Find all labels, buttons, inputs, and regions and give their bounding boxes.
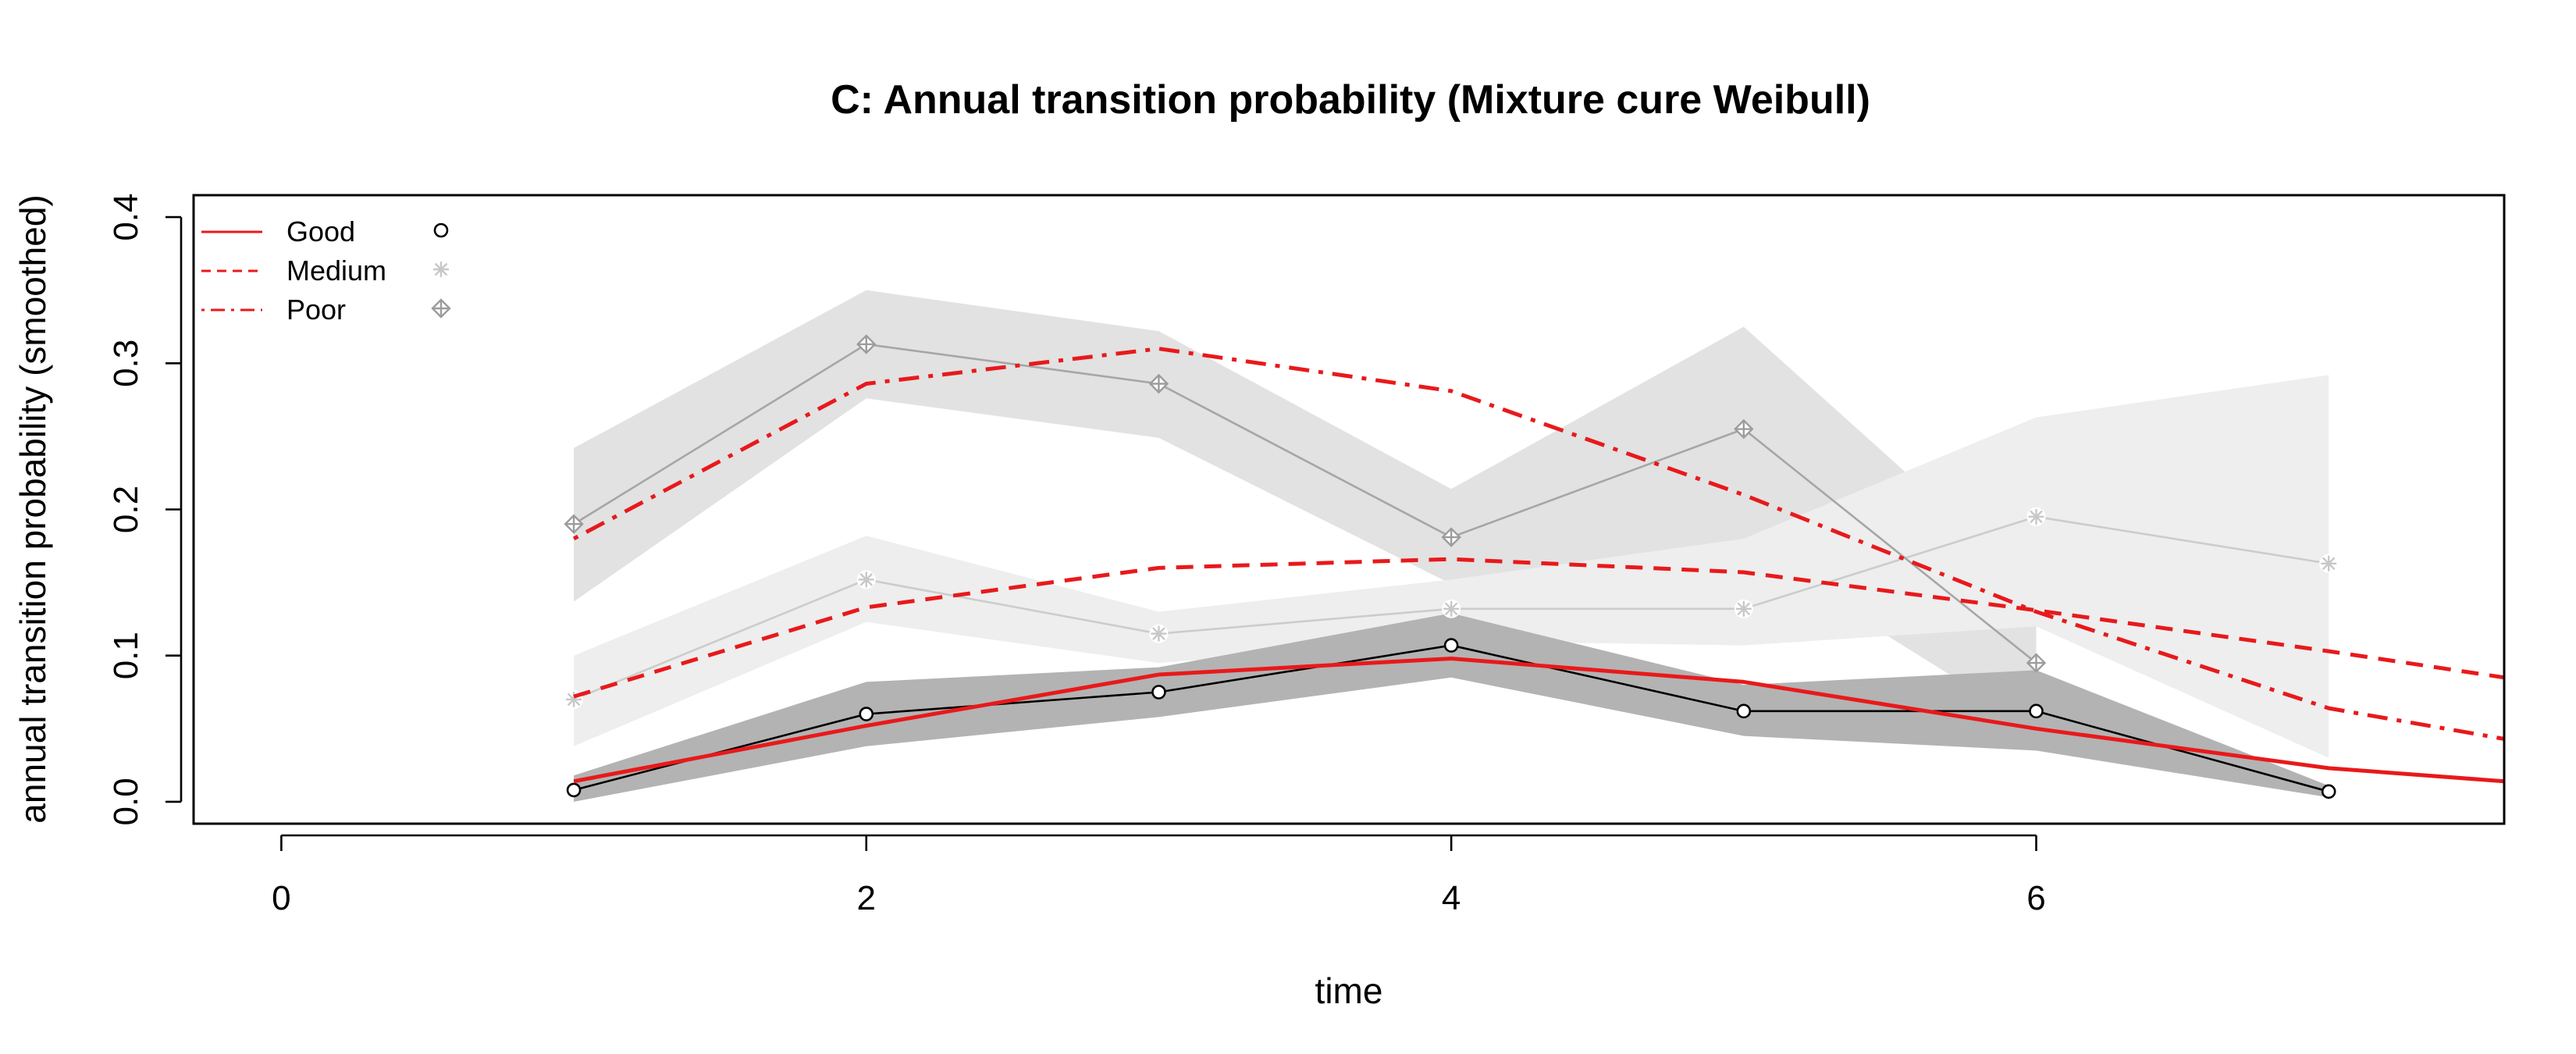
legend-item-good: Good	[201, 215, 449, 247]
plot-frame	[192, 194, 2506, 825]
legend-marker-medium	[432, 260, 450, 279]
y-tick-label: 0.4	[107, 193, 145, 240]
observed-point-medium	[1149, 624, 1169, 643]
observed-point-poor	[2026, 653, 2047, 673]
observed-line-poor	[573, 343, 2037, 664]
y-tick-label: 0.1	[107, 632, 145, 679]
observed-point-good	[1151, 685, 1166, 700]
observed-point-medium	[856, 570, 876, 589]
observed-point-medium	[1442, 599, 1461, 618]
x-tick-label: 4	[1442, 879, 1461, 917]
legend-marker-poor	[431, 298, 451, 319]
observed-point-good	[859, 707, 874, 721]
observed-point-poor	[1148, 373, 1169, 394]
fitted-curve-medium	[573, 557, 2504, 699]
observed-point-good	[1736, 703, 1752, 719]
legend-item-medium: Medium	[201, 255, 450, 287]
legend-label-medium: Medium	[286, 255, 386, 287]
ci-band-medium	[574, 375, 2329, 758]
x-tick-label: 6	[2026, 879, 2045, 917]
legend-label-good: Good	[286, 215, 355, 247]
chart-title: C: Annual transition probability (Mixtur…	[831, 77, 1870, 123]
legend-marker-good	[433, 223, 449, 238]
y-axis: 0.0 0.1 0.2 0.3 0.4	[107, 193, 183, 826]
x-axis: 0 2 4 6	[272, 834, 2046, 917]
observed-point-medium	[2319, 554, 2339, 573]
plot-layer	[564, 290, 2504, 802]
y-axis-label: annual transition probability (smoothed)	[12, 194, 53, 823]
y-tick-label: 0.0	[107, 778, 145, 825]
y-tick-label: 0.3	[107, 340, 145, 387]
observed-point-good	[2029, 703, 2044, 719]
legend-label-poor: Poor	[286, 294, 346, 326]
legend-item-poor: Poor	[201, 294, 451, 326]
observed-point-medium	[1734, 599, 1753, 618]
observed-point-medium	[2026, 507, 2046, 526]
x-axis-label: time	[1315, 970, 1383, 1011]
observed-point-good	[1443, 638, 1459, 653]
fitted-curve-poor	[572, 347, 2504, 741]
ci-band-poor	[574, 290, 2037, 729]
observed-point-poor	[564, 514, 584, 534]
observed-point-good	[2321, 784, 2336, 799]
observed-point-poor	[1441, 527, 1461, 547]
fitted-curve-good	[573, 656, 2504, 784]
observed-point-poor	[1734, 418, 1754, 440]
y-tick-label: 0.2	[107, 486, 145, 533]
x-tick-label: 2	[857, 879, 876, 917]
legend: Good Medium Poor	[201, 215, 451, 326]
x-tick-label: 0	[272, 879, 290, 917]
observed-point-good	[566, 782, 582, 798]
observed-point-poor	[856, 334, 877, 354]
